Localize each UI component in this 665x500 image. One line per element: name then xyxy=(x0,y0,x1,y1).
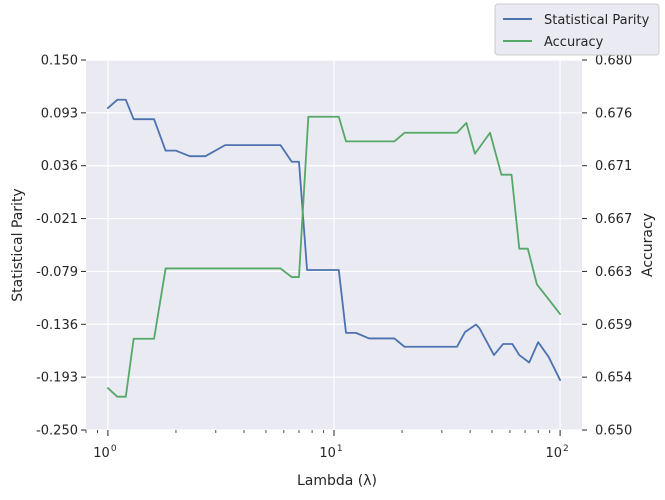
series-line-accuracy xyxy=(107,115,561,398)
y-tick-label-left: -0.193 xyxy=(36,371,78,386)
y-axis-label-left: Statistical Parity xyxy=(10,188,26,301)
y-tick-label-left: 0.093 xyxy=(41,106,78,121)
x-tick-label: 101 xyxy=(319,444,342,461)
y-tick-label-left: -0.021 xyxy=(36,212,78,227)
x-axis-label: Lambda (λ) xyxy=(297,473,377,489)
y-tick-label-left: -0.079 xyxy=(36,265,78,280)
legend-label-statistical-parity: Statistical Parity xyxy=(544,13,650,28)
legend-label-accuracy: Accuracy xyxy=(544,35,604,50)
y-tick-label-left: 0.150 xyxy=(41,54,78,69)
legend xyxy=(494,3,660,56)
y-tick-label-left: -0.136 xyxy=(36,318,78,333)
y-tick-label-right: 0.650 xyxy=(595,424,632,439)
y-tick-label-right: 0.659 xyxy=(595,318,632,333)
x-tick-label: 100 xyxy=(93,444,117,461)
y-tick-label-left: -0.250 xyxy=(36,424,78,439)
x-tick-label: 102 xyxy=(545,444,568,461)
y-tick-label-right: 0.676 xyxy=(595,106,632,121)
y-tick-label-right: 0.663 xyxy=(595,265,632,280)
y-tick-label-right: 0.671 xyxy=(595,159,632,174)
series-line-statistical-parity xyxy=(107,98,561,381)
y-axis-label-right: Accuracy xyxy=(640,213,656,277)
y-tick-label-right: 0.680 xyxy=(595,54,632,69)
y-tick-label-right: 0.667 xyxy=(595,212,632,227)
y-tick-label-right: 0.654 xyxy=(595,371,632,386)
y-tick-label-left: 0.036 xyxy=(41,159,78,174)
